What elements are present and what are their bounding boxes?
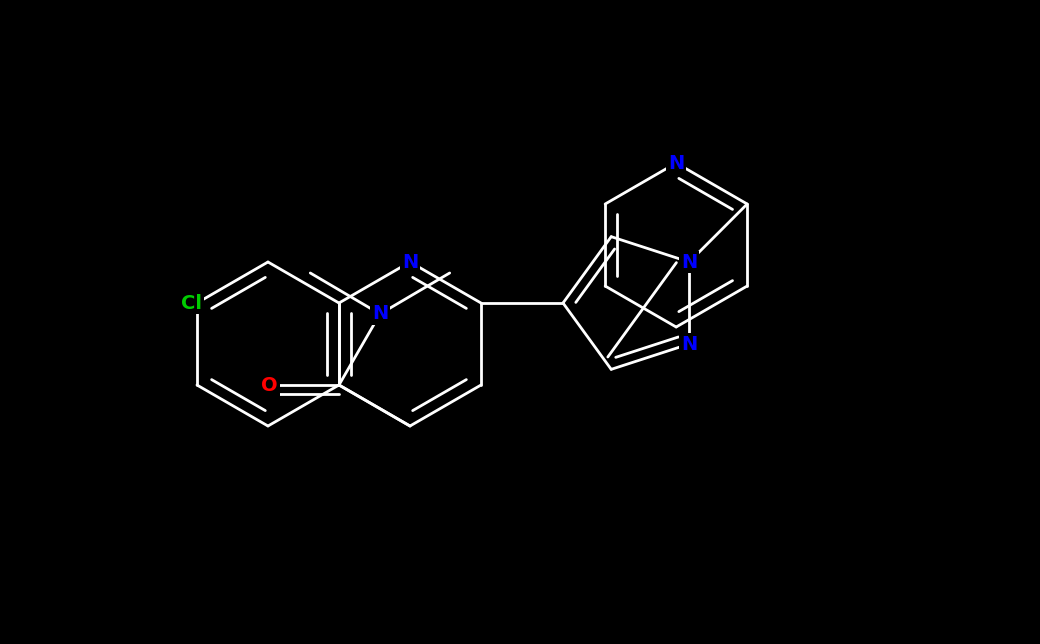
Text: N: N — [401, 252, 418, 272]
Text: N: N — [681, 334, 698, 354]
Text: O: O — [261, 375, 278, 395]
Text: Cl: Cl — [181, 294, 203, 312]
Text: N: N — [372, 305, 388, 323]
Text: N: N — [668, 153, 684, 173]
Text: N: N — [681, 252, 698, 272]
